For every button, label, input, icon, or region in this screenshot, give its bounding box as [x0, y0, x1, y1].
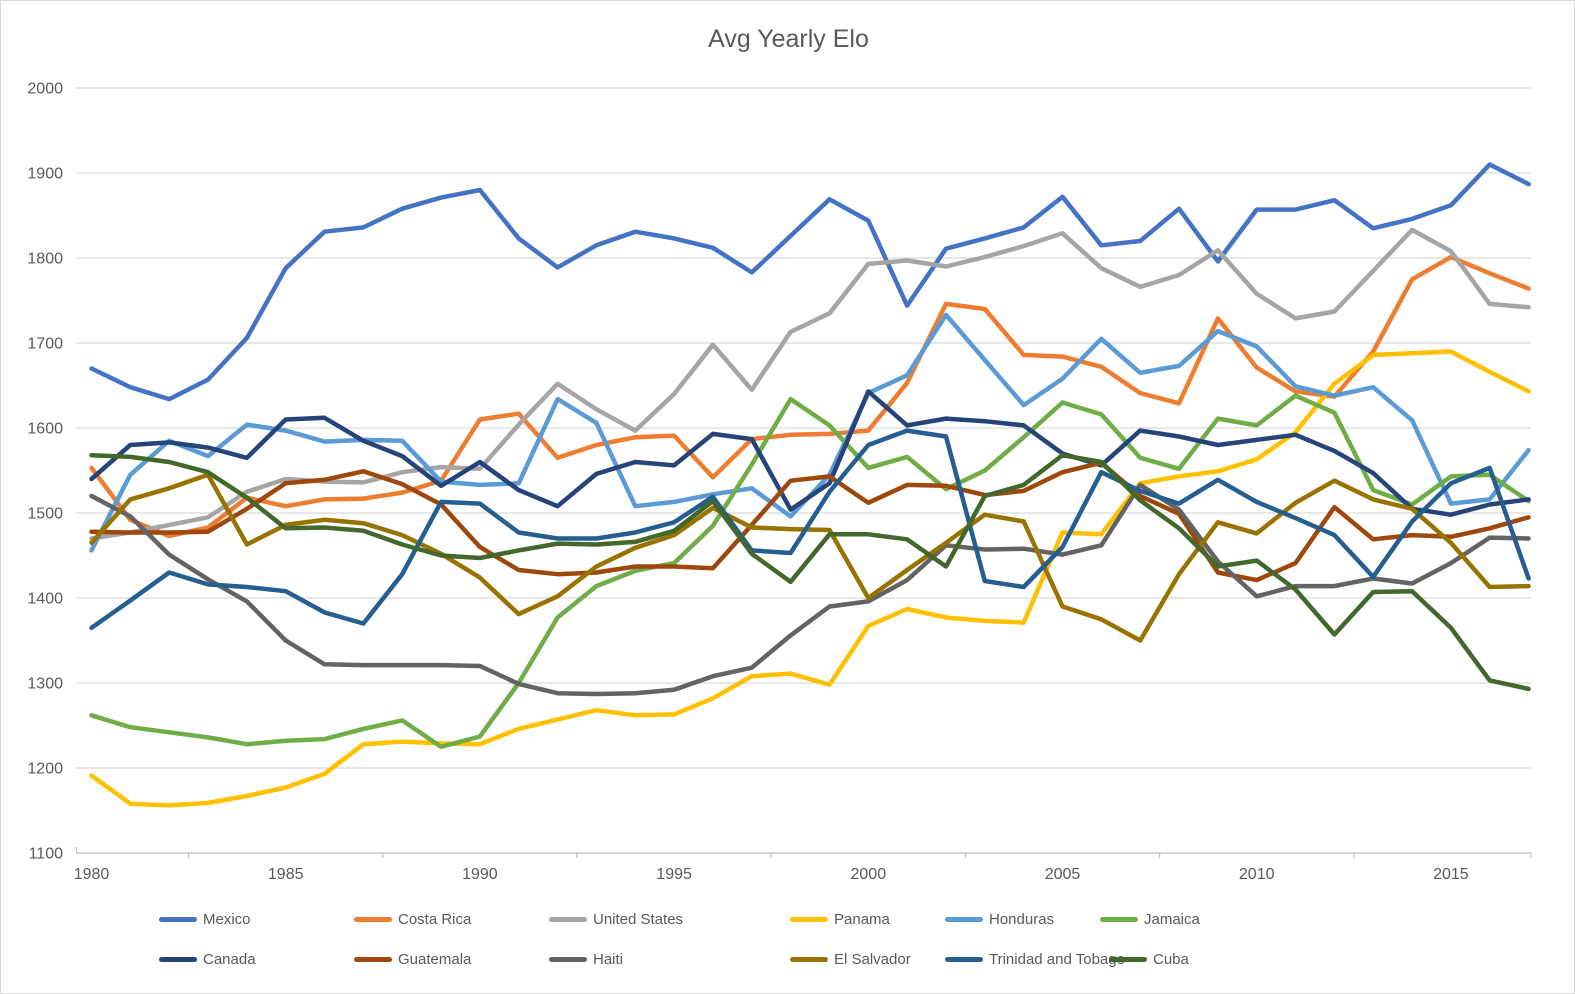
legend-swatch-haiti [549, 956, 587, 962]
legend-item-jamaica: Jamaica [1100, 909, 1200, 929]
legend-label-cuba: Cuba [1153, 950, 1189, 968]
legend-swatch-guatemala [354, 956, 392, 962]
legend-swatch-el-salvador [790, 956, 828, 962]
y-axis-label-1900: 1900 [27, 166, 63, 183]
x-axis-label-2010: 2010 [1239, 866, 1275, 883]
legend-label-trinidad-and-tobago: Trinidad and Tobago [989, 950, 1125, 968]
series-line-trinidad-and-tobago [89, 428, 1531, 631]
legend-label-haiti: Haiti [593, 950, 624, 968]
legend-label-canada: Canada [203, 950, 256, 968]
series-line-costa-rica [89, 254, 1531, 539]
legend-swatch-jamaica [1100, 916, 1138, 922]
legend-label-united-states: United States [593, 910, 684, 928]
y-axis-label-1300: 1300 [27, 676, 63, 693]
series-line-haiti [89, 482, 1531, 697]
series-line-jamaica [89, 393, 1531, 750]
x-axis-label-1985: 1985 [268, 866, 304, 883]
legend-item-honduras: Honduras [945, 909, 1054, 929]
legend-item-el-salvador: El Salvador [790, 949, 911, 969]
legend-label-panama: Panama [834, 910, 890, 928]
series-line-cuba [89, 452, 1531, 692]
legend-item-panama: Panama [790, 909, 890, 929]
y-axis-label-1800: 1800 [27, 251, 63, 268]
y-axis-label-1400: 1400 [27, 591, 63, 608]
y-axis-label-2000: 2000 [27, 81, 63, 98]
legend-swatch-trinidad-and-tobago [945, 956, 983, 962]
legend-swatch-mexico [159, 916, 197, 922]
legend-label-mexico: Mexico [203, 910, 251, 928]
y-axis-label-1200: 1200 [27, 761, 63, 778]
y-axis-label-1600: 1600 [27, 421, 63, 438]
legend-label-jamaica: Jamaica [1144, 910, 1200, 928]
series-line-mexico [89, 162, 1531, 402]
legend-label-guatemala: Guatemala [398, 950, 472, 968]
x-axis-label-2000: 2000 [851, 866, 887, 883]
legend-item-canada: Canada [159, 949, 256, 969]
legend-swatch-united-states [549, 916, 587, 922]
series-line-guatemala [89, 460, 1531, 583]
legend-item-costa-rica: Costa Rica [354, 909, 471, 929]
legend-item-haiti: Haiti [549, 949, 623, 969]
legend-label-honduras: Honduras [989, 910, 1055, 928]
chart-title: Avg Yearly Elo [708, 25, 869, 53]
x-axis-label-2005: 2005 [1045, 866, 1081, 883]
legend-swatch-costa-rica [354, 916, 392, 922]
series-line-united-states [89, 227, 1531, 541]
legend-item-mexico: Mexico [159, 909, 251, 929]
legend-label-costa-rica: Costa Rica [398, 910, 472, 928]
legend-swatch-cuba [1109, 956, 1147, 962]
legend-swatch-honduras [945, 916, 983, 922]
y-axis-label-1700: 1700 [27, 336, 63, 353]
legend-item-cuba: Cuba [1109, 949, 1189, 969]
legend-label-el-salvador: El Salvador [834, 950, 911, 968]
legend-swatch-canada [159, 956, 197, 962]
x-axis-label-2015: 2015 [1433, 866, 1469, 883]
x-axis-label-1980: 1980 [74, 866, 110, 883]
series-line-el-salvador [89, 472, 1531, 643]
legend-item-united-states: United States [549, 909, 683, 929]
series-line-canada [89, 389, 1531, 517]
x-axis-label-1995: 1995 [656, 866, 692, 883]
legend-item-guatemala: Guatemala [354, 949, 471, 969]
legend-swatch-panama [790, 916, 828, 922]
y-axis-label-1100: 1100 [29, 846, 64, 863]
x-axis-label-1990: 1990 [462, 866, 498, 883]
y-axis-label-1500: 1500 [27, 506, 63, 523]
legend-item-trinidad-and-tobago: Trinidad and Tobago [945, 949, 1125, 969]
